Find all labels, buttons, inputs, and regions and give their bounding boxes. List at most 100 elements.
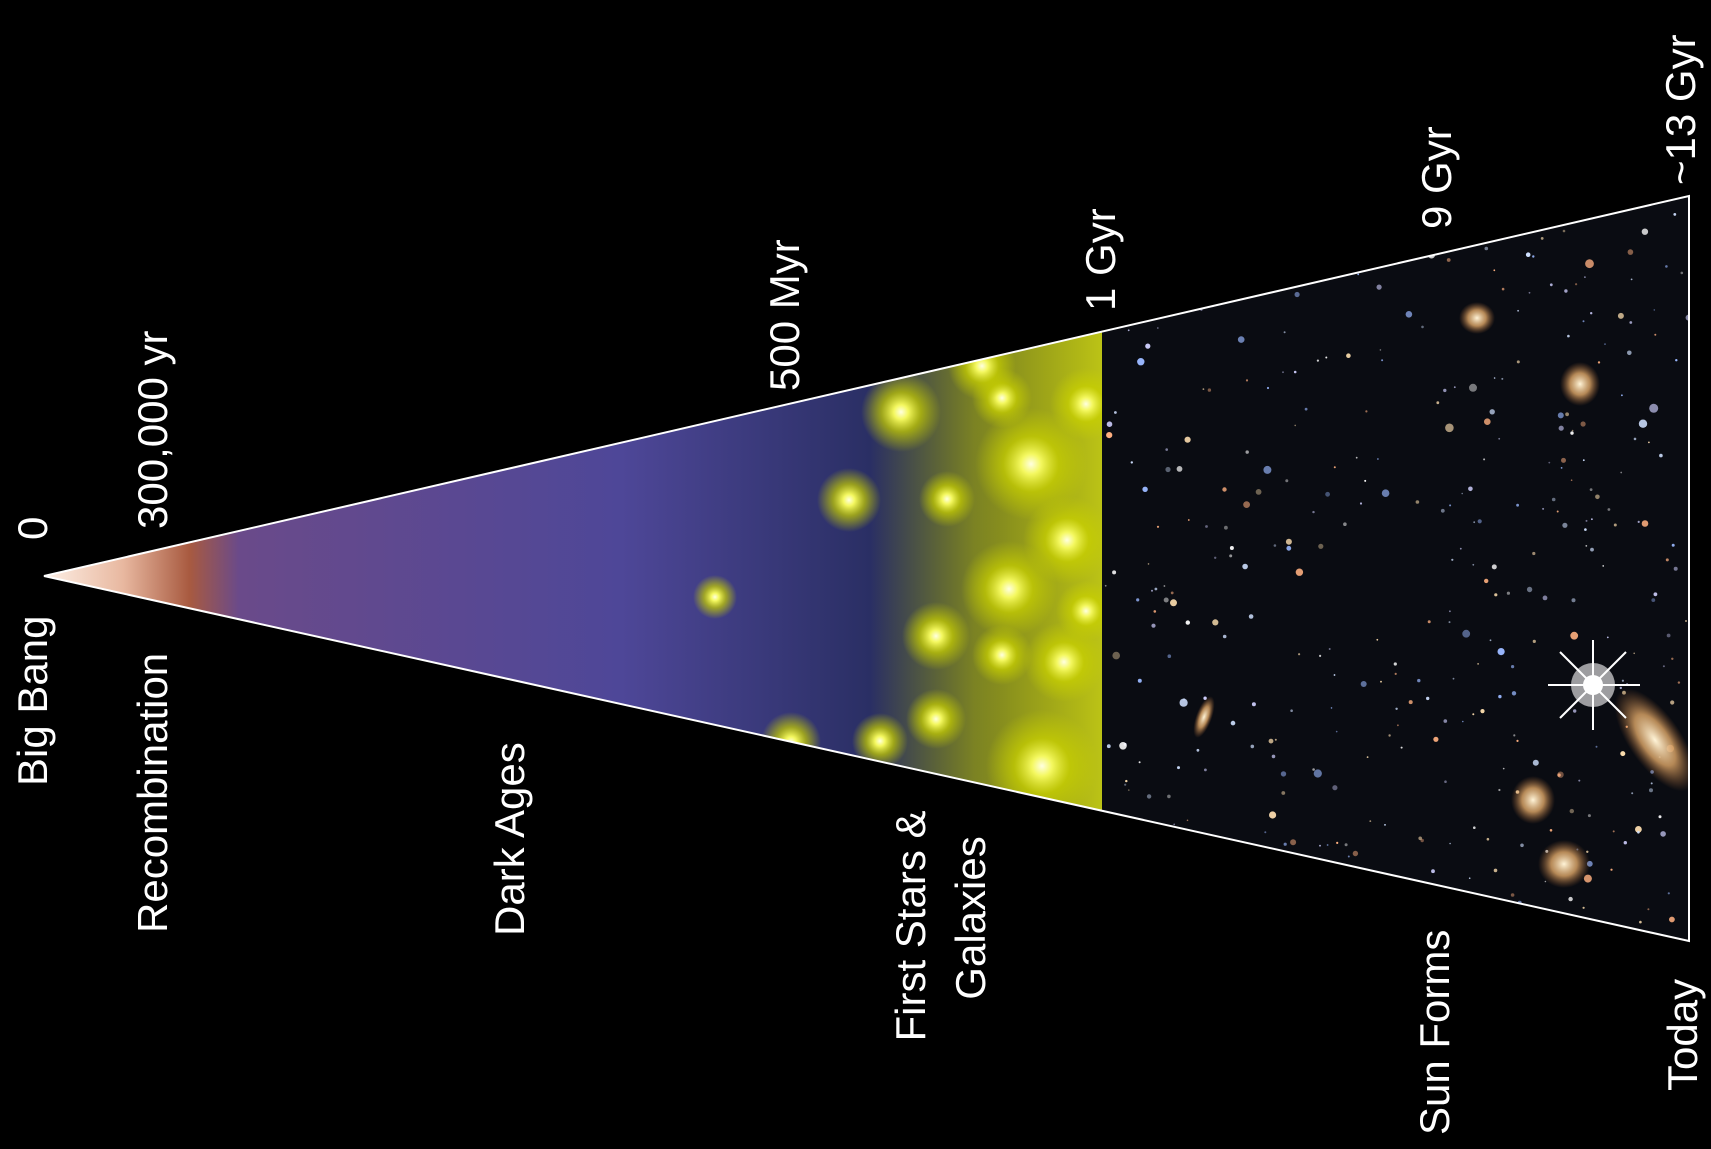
- star: [1104, 584, 1107, 587]
- star: [1643, 197, 1647, 201]
- star: [1127, 329, 1130, 332]
- star: [1390, 218, 1394, 222]
- star: [1114, 411, 1117, 414]
- star: [1585, 519, 1588, 522]
- star: [1395, 707, 1398, 710]
- star: [1633, 652, 1635, 655]
- star: [1437, 905, 1440, 908]
- star: [1513, 734, 1516, 737]
- star: [1105, 202, 1108, 205]
- star: [1637, 520, 1640, 524]
- star: [1608, 926, 1614, 932]
- star: [1556, 510, 1559, 513]
- star: [1387, 190, 1390, 193]
- star: [1128, 789, 1130, 791]
- time-label: 1 Gyr: [1077, 208, 1124, 311]
- star: [1319, 654, 1322, 658]
- star: [1182, 267, 1185, 269]
- star: [1207, 388, 1212, 392]
- star: [1335, 730, 1338, 733]
- star: [1312, 768, 1315, 771]
- star: [1231, 206, 1239, 214]
- star: [1443, 719, 1448, 723]
- star: [1649, 788, 1653, 793]
- star: [1326, 844, 1329, 846]
- star: [1449, 610, 1451, 613]
- star: [1320, 886, 1324, 890]
- star: [1112, 651, 1120, 660]
- star: [1637, 831, 1640, 834]
- star: [1264, 831, 1267, 834]
- star: [1627, 249, 1634, 255]
- star: [1330, 707, 1333, 709]
- star: [1152, 835, 1155, 839]
- star: [1594, 203, 1597, 205]
- star: [1273, 544, 1277, 547]
- star: [1449, 842, 1451, 845]
- star: [1612, 830, 1615, 833]
- star: [1571, 598, 1576, 603]
- star: [1671, 657, 1674, 660]
- star: [1376, 284, 1382, 290]
- star: [1206, 253, 1211, 258]
- star: [1473, 521, 1476, 524]
- star: [1557, 773, 1561, 777]
- star: [1606, 636, 1609, 639]
- star: [1137, 191, 1140, 194]
- era-label: Big Bang: [9, 616, 56, 786]
- star: [1595, 494, 1600, 500]
- star: [1283, 842, 1287, 846]
- star: [1143, 291, 1148, 296]
- star: [1483, 230, 1488, 235]
- star: [1276, 868, 1280, 872]
- star: [1332, 785, 1338, 791]
- star: [1448, 919, 1452, 924]
- star: [1537, 216, 1541, 219]
- star: [1282, 371, 1284, 374]
- star: [1444, 780, 1447, 783]
- star: [1480, 709, 1485, 714]
- star: [1151, 237, 1157, 243]
- star: [1650, 782, 1653, 785]
- star: [1405, 311, 1413, 318]
- star: [1472, 563, 1475, 566]
- star: [1112, 570, 1117, 575]
- star: [1532, 759, 1539, 766]
- star: [1510, 218, 1513, 222]
- star: [1604, 343, 1606, 345]
- star: [1167, 215, 1171, 219]
- star: [1662, 665, 1665, 668]
- star: [1162, 187, 1170, 195]
- star: [1627, 350, 1632, 356]
- star: [1283, 331, 1286, 334]
- star: [1263, 465, 1272, 474]
- star: [1377, 458, 1379, 460]
- star: [1639, 920, 1642, 924]
- star: [1311, 936, 1314, 939]
- star: [1294, 424, 1296, 427]
- star: [1251, 702, 1256, 707]
- star: [1524, 218, 1530, 224]
- star: [1493, 377, 1496, 379]
- star: [1124, 783, 1127, 786]
- star: [1245, 450, 1249, 454]
- star: [1565, 412, 1569, 417]
- star: [1516, 360, 1520, 364]
- star: [1204, 768, 1207, 772]
- star: [1142, 486, 1148, 492]
- star: [1542, 507, 1545, 510]
- star: [1186, 819, 1189, 822]
- star: [1653, 309, 1656, 311]
- star: [1415, 500, 1420, 504]
- star: [1497, 648, 1505, 656]
- star: [1304, 196, 1308, 198]
- star: [1445, 423, 1454, 433]
- star: [1320, 869, 1327, 877]
- star: [1137, 678, 1142, 683]
- star: [1165, 466, 1171, 473]
- star: [1562, 229, 1566, 233]
- star: [1209, 210, 1217, 219]
- star: [1427, 620, 1431, 624]
- star: [1269, 811, 1277, 819]
- star: [1222, 919, 1226, 922]
